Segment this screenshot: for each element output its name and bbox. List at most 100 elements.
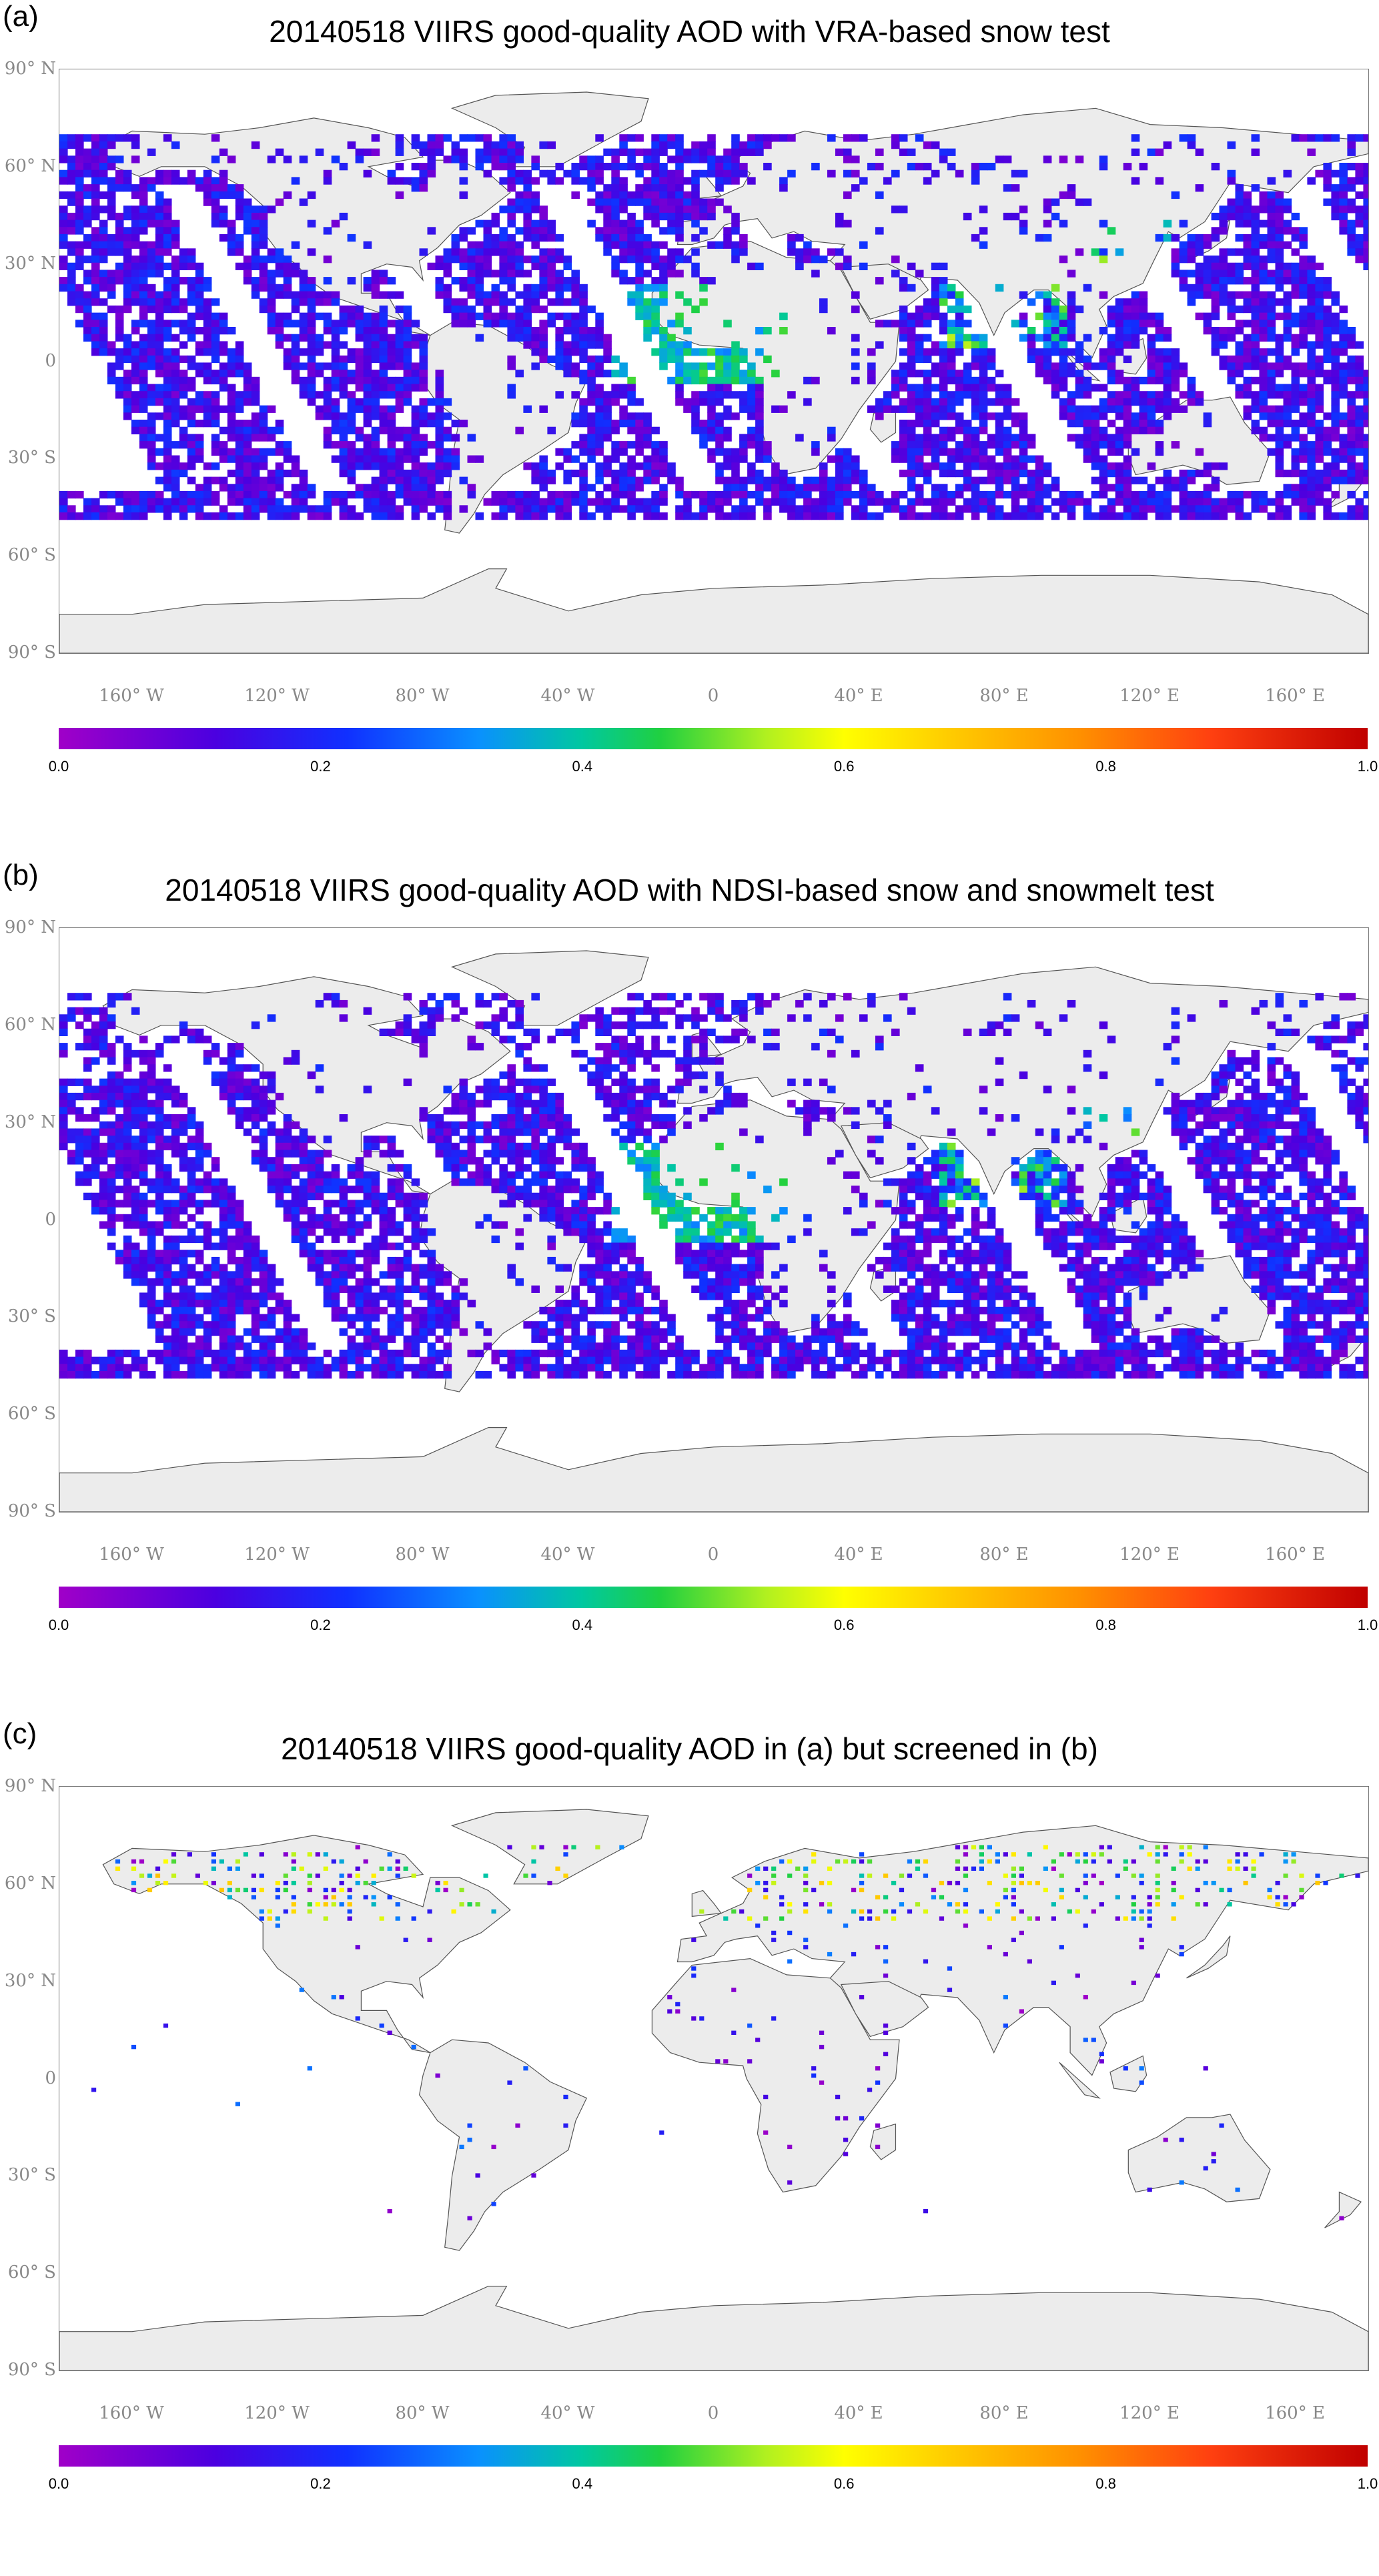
aod-cell	[1051, 341, 1060, 348]
aod-cell	[268, 498, 276, 506]
aod-cell	[59, 1122, 68, 1129]
aod-cell	[203, 484, 212, 491]
aod-cell	[252, 242, 260, 249]
aod-cell	[131, 292, 140, 299]
aod-cell	[244, 498, 252, 506]
aod-cell	[699, 155, 708, 163]
aod-cell	[107, 163, 116, 170]
aod-cell	[891, 270, 900, 277]
aod-cell	[731, 505, 740, 512]
aod-cell	[1252, 1064, 1260, 1071]
aod-cell	[107, 1021, 116, 1029]
aod-cell	[1212, 1086, 1220, 1093]
aod-cell	[380, 327, 388, 334]
aod-cell	[236, 427, 244, 434]
aod-cell	[123, 1086, 132, 1093]
aod-cell	[715, 1000, 724, 1007]
aod-cell	[123, 277, 132, 284]
aod-cell	[875, 163, 884, 170]
aod-cell	[236, 1043, 244, 1050]
aod-cell	[1196, 505, 1204, 512]
aod-cell	[1347, 1100, 1356, 1108]
aod-cell	[1292, 134, 1300, 141]
aod-cell	[211, 320, 220, 327]
aod-cell	[372, 377, 380, 384]
aod-cell	[1051, 498, 1060, 506]
aod-cell	[67, 993, 76, 1000]
aod-cell	[123, 1093, 132, 1100]
aod-cell	[563, 512, 572, 520]
aod-cell	[947, 412, 956, 420]
aod-cell	[1307, 441, 1316, 448]
aod-cell	[1131, 448, 1140, 456]
aod-cell	[1299, 334, 1308, 342]
aod-cell	[460, 134, 468, 141]
aod-cell	[107, 1079, 116, 1086]
aod-cell	[651, 213, 660, 220]
aod-cell	[436, 462, 444, 470]
aod-cell	[1220, 298, 1228, 306]
aod-cell	[179, 177, 188, 184]
aod-cell	[947, 306, 956, 313]
aod-cell	[1292, 406, 1300, 413]
aod-cell	[675, 491, 684, 498]
aod-cell	[147, 327, 156, 334]
aod-cell	[659, 512, 668, 520]
aod-cell	[619, 1035, 628, 1043]
aod-cell	[412, 141, 420, 149]
aod-cell	[1147, 370, 1156, 377]
aod-cell	[460, 1093, 468, 1100]
aod-cell	[1339, 320, 1348, 327]
aod-cell	[1292, 1107, 1300, 1114]
aod-cell	[771, 406, 780, 413]
aod-cell	[139, 292, 148, 299]
aod-cell	[1003, 384, 1012, 392]
aod-cell	[563, 470, 572, 477]
aod-cell	[356, 398, 364, 406]
aod-cell	[699, 1086, 708, 1093]
aod-cell	[651, 1007, 660, 1015]
aod-cell	[915, 420, 924, 427]
aod-cell	[179, 491, 188, 498]
aod-cell	[1131, 384, 1140, 392]
aod-cell	[276, 334, 284, 342]
aod-cell	[195, 420, 204, 427]
aod-cell	[627, 134, 636, 141]
aod-cell	[292, 263, 300, 270]
aod-cell	[268, 205, 276, 213]
aod-cell	[59, 1107, 68, 1114]
aod-cell	[971, 427, 980, 434]
aod-cell	[1236, 234, 1244, 242]
aod-cell	[667, 248, 676, 256]
aod-cell	[675, 177, 684, 184]
aod-cell	[923, 441, 932, 448]
aod-cell	[187, 377, 196, 384]
aod-cell	[923, 334, 932, 342]
aod-cell	[179, 462, 188, 470]
aod-cell	[115, 384, 124, 392]
aod-cell	[971, 170, 980, 177]
aod-cell	[899, 398, 908, 406]
aod-cell	[779, 498, 788, 506]
aod-cell	[324, 170, 332, 177]
aod-cell	[187, 448, 196, 456]
aod-cell	[995, 427, 1004, 434]
aod-cell	[1347, 356, 1356, 363]
aod-cell	[252, 470, 260, 477]
aod-cell	[1339, 227, 1348, 234]
aod-cell	[595, 234, 604, 242]
aod-cell	[619, 199, 628, 206]
aod-cell	[995, 384, 1004, 392]
aod-cell	[675, 484, 684, 491]
aod-cell	[947, 434, 956, 441]
aod-cell	[83, 320, 92, 327]
aod-cell	[364, 498, 372, 506]
aod-cell	[83, 993, 92, 1000]
aod-cell	[211, 420, 220, 427]
aod-cell	[683, 341, 692, 348]
aod-cell	[995, 434, 1004, 441]
aod-cell	[115, 155, 124, 163]
aod-cell	[163, 512, 172, 520]
aod-cell	[252, 377, 260, 384]
aod-cell	[867, 348, 876, 356]
